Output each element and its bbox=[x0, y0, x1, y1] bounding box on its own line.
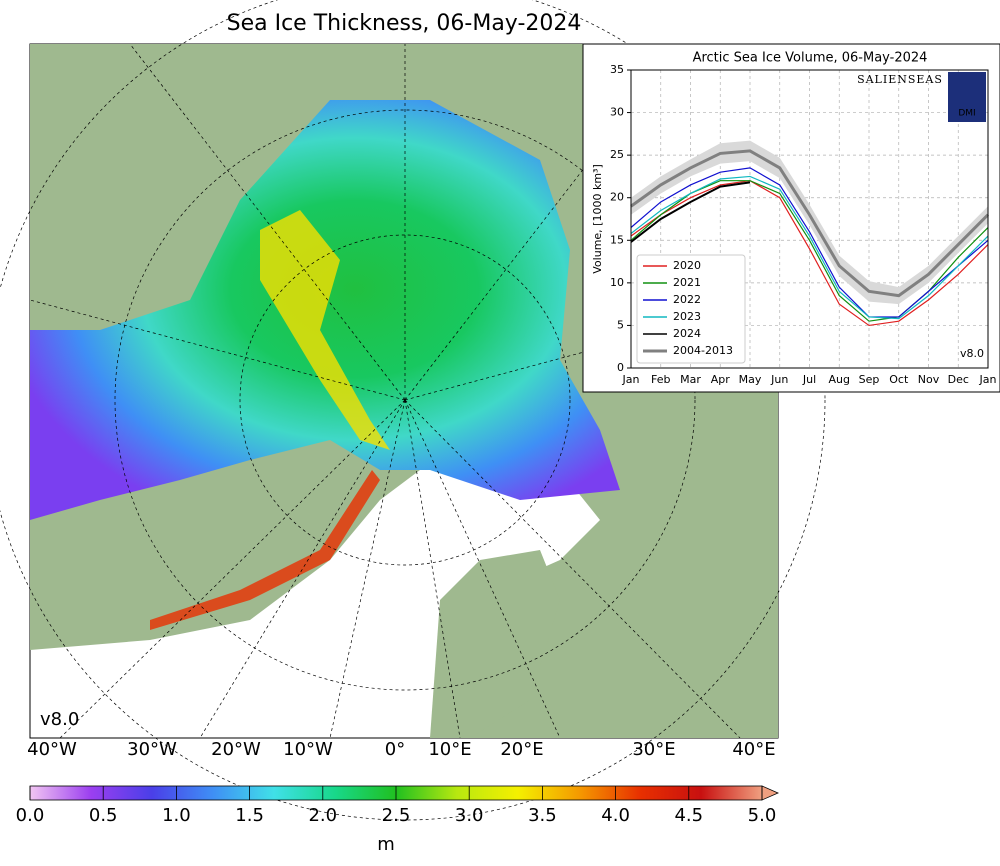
x-tick-label: Mar bbox=[680, 373, 701, 386]
y-tick-label: 10 bbox=[610, 276, 624, 289]
colorbar-tick-label: 3.0 bbox=[455, 805, 484, 826]
longitude-label: 40°W bbox=[27, 739, 77, 760]
x-tick-label: Jul bbox=[802, 373, 816, 386]
inset-chart: Arctic Sea Ice Volume, 06-May-2024 Volum… bbox=[582, 43, 1000, 393]
chart-title: Arctic Sea Ice Volume, 06-May-2024 bbox=[693, 51, 928, 66]
legend-label: 2004-2013 bbox=[673, 344, 733, 357]
longitude-label: 40°E bbox=[732, 739, 775, 760]
x-tick-label: Sep bbox=[859, 373, 880, 386]
scandinavia bbox=[430, 550, 560, 738]
legend-label: 2020 bbox=[673, 259, 701, 272]
colorbar-tick-label: 0.5 bbox=[89, 805, 118, 826]
legend-label: 2024 bbox=[673, 327, 701, 340]
legend-box bbox=[636, 254, 746, 364]
y-tick-label: 25 bbox=[610, 148, 624, 161]
colorbar-tick-label: 2.5 bbox=[382, 805, 411, 826]
longitude-label: 20°E bbox=[500, 739, 543, 760]
colorbar-tick-label: 5.0 bbox=[748, 805, 777, 826]
legend-label: 2022 bbox=[673, 293, 701, 306]
colorbar-tick-label: 1.0 bbox=[162, 805, 191, 826]
x-tick-label: Dec bbox=[948, 373, 969, 386]
longitude-label: 10°E bbox=[428, 739, 471, 760]
colorbar-tick-label: 4.5 bbox=[674, 805, 703, 826]
y-tick-label: 5 bbox=[617, 318, 624, 331]
x-tick-label: Jan bbox=[979, 373, 997, 386]
logo-text: SALIENSEAS bbox=[857, 73, 943, 86]
legend-label: 2023 bbox=[673, 310, 701, 323]
x-tick-label: Jun bbox=[770, 373, 788, 386]
colorbar-tick-label: 4.0 bbox=[601, 805, 630, 826]
map-title: Sea Ice Thickness, 06-May-2024 bbox=[227, 11, 582, 36]
longitude-label: 0° bbox=[385, 739, 405, 760]
y-tick-label: 0 bbox=[617, 361, 624, 374]
y-tick-label: 15 bbox=[610, 233, 624, 246]
legend-label: 2021 bbox=[673, 276, 701, 289]
y-tick-label: 30 bbox=[610, 106, 624, 119]
longitude-label: 10°W bbox=[283, 739, 333, 760]
series-line bbox=[630, 149, 990, 298]
chart-version: v8.0 bbox=[960, 347, 984, 360]
range-band bbox=[631, 140, 988, 305]
logo-box bbox=[948, 72, 986, 122]
series-line bbox=[630, 181, 751, 243]
colorbar-tick-label: 2.0 bbox=[308, 805, 337, 826]
plot-frame bbox=[630, 69, 989, 369]
y-tick-label: 20 bbox=[610, 191, 624, 204]
x-tick-label: Nov bbox=[918, 373, 940, 386]
x-tick-label: Oct bbox=[889, 373, 909, 386]
x-tick-label: May bbox=[739, 373, 762, 386]
map-version: v8.0 bbox=[40, 709, 79, 730]
longitude-label: 30°W bbox=[127, 739, 177, 760]
series-line bbox=[630, 175, 989, 320]
series-line bbox=[630, 180, 989, 327]
colorbar: 0.0 0.5 1.0 1.5 2.0 2.5 3.0 3.5 4.0 4.5 5.0 m bbox=[16, 785, 779, 855]
colorbar-unit: m bbox=[377, 834, 395, 855]
x-tick-label: Apr bbox=[711, 373, 731, 386]
series-line bbox=[630, 167, 989, 318]
thick-ice bbox=[260, 210, 390, 450]
longitude-label: 30°E bbox=[632, 739, 675, 760]
x-tick-label: Feb bbox=[651, 373, 670, 386]
y-axis-label: Volume, [1000 km³] bbox=[591, 164, 604, 273]
thick-ice-edge bbox=[150, 470, 380, 630]
y-tick-label: 35 bbox=[610, 63, 624, 76]
colorbar-tick-label: 1.5 bbox=[235, 805, 264, 826]
x-tick-label: Aug bbox=[829, 373, 850, 386]
logo-text: DMI bbox=[958, 109, 975, 119]
x-tick-label: Jan bbox=[622, 373, 640, 386]
colorbar-tick-label: 3.5 bbox=[528, 805, 557, 826]
longitude-labels: 40°W 30°W 20°W 10°W 0° 10°E 20°E 30°E 40°E bbox=[27, 739, 775, 760]
longitude-label: 20°W bbox=[211, 739, 261, 760]
colorbar-tick-label: 0.0 bbox=[16, 805, 45, 826]
colorbar-extend bbox=[761, 785, 779, 801]
